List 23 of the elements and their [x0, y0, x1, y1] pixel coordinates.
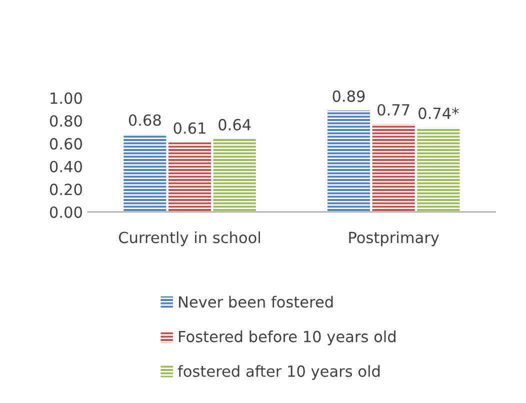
bar: [124, 134, 166, 212]
bar: [372, 124, 415, 212]
data-label: 0.74*: [418, 108, 459, 120]
y-tick-label: 0.20: [50, 184, 82, 196]
legend-label: Fostered before 10 years old: [179, 330, 396, 346]
bar: [327, 110, 370, 212]
data-label: 0.64: [218, 118, 251, 130]
y-tick-label: 0.60: [50, 138, 82, 150]
data-label: 0.61: [174, 122, 206, 134]
x-tick-label: Currently in school: [118, 231, 260, 246]
data-label: 0.89: [332, 90, 365, 102]
bar: [213, 138, 256, 212]
bar: [417, 128, 460, 212]
y-tick-label: 1.00: [50, 92, 82, 104]
y-tick-label: 0.00: [50, 206, 82, 218]
y-tick-label: 0.40: [50, 160, 82, 172]
x-tick-label: Postprimary: [349, 231, 439, 246]
y-tick-label: 0.80: [50, 115, 82, 127]
bar: [168, 142, 212, 212]
legend-label: fostered after 10 years old: [178, 365, 380, 380]
data-label: 0.68: [128, 114, 161, 126]
legend-label: Never been fostered: [179, 296, 333, 308]
data-label: 0.77: [378, 104, 410, 116]
